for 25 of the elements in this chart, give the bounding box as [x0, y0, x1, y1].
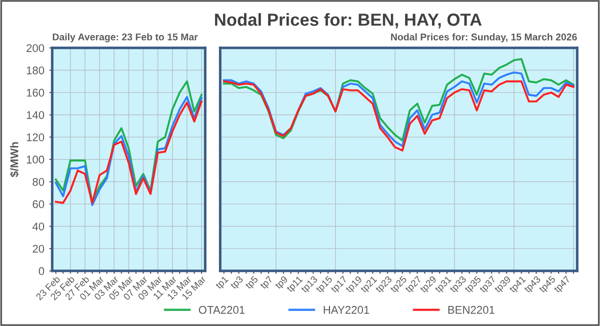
chart-title: Nodal Prices for: BEN, HAY, OTA	[215, 13, 482, 28]
y-tick-label: 20	[32, 244, 44, 253]
x-tick-label: tp1	[214, 276, 230, 290]
y-tick-label: 100	[26, 156, 44, 164]
chart-subtitle: Nodal Prices for: Sunday, 15 March 2026	[391, 33, 577, 42]
x-tick-label: tp3	[230, 276, 245, 290]
chart-subtitle: Daily Average: 23 Feb to 15 Mar	[52, 33, 198, 42]
y-tick-label: 140	[26, 111, 44, 119]
y-tick-label: 180	[26, 66, 44, 74]
y-tick-label: 160	[26, 88, 44, 97]
legend-label: OTA2201	[198, 306, 245, 314]
x-tick-label: tp31	[434, 276, 453, 294]
legend-label: BEN2201	[448, 306, 494, 314]
x-tick-label: tp41	[508, 276, 528, 294]
y-tick-label: 60	[32, 200, 44, 208]
x-tick-label: tp5	[244, 276, 260, 290]
y-axis-title: $/MWh	[10, 142, 19, 178]
x-tick-label: tp11	[286, 276, 304, 294]
legend-label: HAY2201	[324, 306, 370, 314]
y-tick-label: 40	[32, 222, 44, 230]
y-tick-label: 120	[26, 133, 44, 142]
y-tick-label: 80	[32, 178, 44, 186]
y-tick-label: 200	[26, 44, 44, 52]
y-tick-label: 0	[38, 267, 44, 276]
x-tick-label: tp7	[260, 276, 274, 290]
